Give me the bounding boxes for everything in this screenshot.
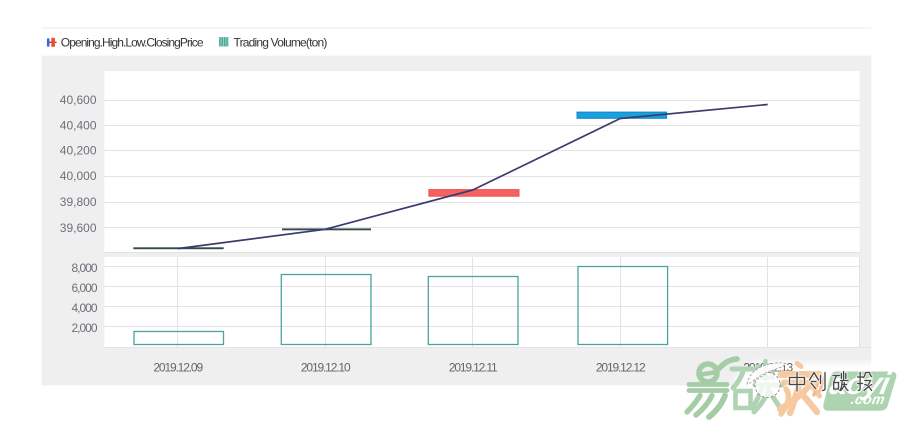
svg-text:6,000: 6,000 [71,281,97,295]
svg-text:40,200: 40,200 [60,144,97,158]
svg-text:2,000: 2,000 [71,321,97,335]
svg-text:40,600: 40,600 [60,93,97,107]
svg-text:Opening.High.Low.ClosingPrice: Opening.High.Low.ClosingPrice [61,35,204,49]
svg-text:2019.12.12: 2019.12.12 [596,361,646,375]
svg-text:2019.12.10: 2019.12.10 [301,361,351,375]
svg-text:39,800: 39,800 [60,195,97,209]
svg-text:2019.12.11: 2019.12.11 [449,361,498,375]
svg-text:4,000: 4,000 [71,301,97,315]
svg-text:40,000: 40,000 [60,169,97,183]
svg-text:Trading Volume(ton): Trading Volume(ton) [234,35,328,49]
svg-text:39,600: 39,600 [60,221,97,235]
svg-text:2019.12.09: 2019.12.09 [153,361,203,375]
svg-text:8,000: 8,000 [71,261,97,275]
svg-text:.com: .com [849,391,886,407]
svg-text:40,400: 40,400 [60,118,97,132]
